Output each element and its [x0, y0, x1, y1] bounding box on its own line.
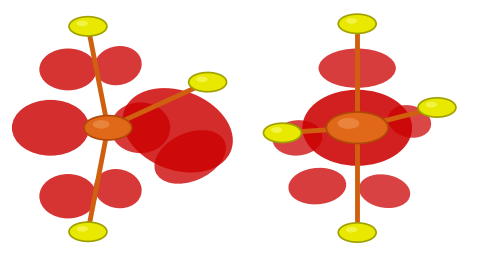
Ellipse shape: [288, 168, 346, 204]
Ellipse shape: [122, 89, 233, 173]
Ellipse shape: [12, 101, 89, 156]
Circle shape: [346, 227, 357, 233]
Ellipse shape: [318, 49, 396, 88]
Circle shape: [426, 102, 437, 108]
Ellipse shape: [272, 121, 322, 156]
Circle shape: [418, 99, 456, 118]
Circle shape: [338, 223, 376, 242]
Circle shape: [93, 121, 110, 129]
Ellipse shape: [40, 49, 96, 91]
Ellipse shape: [302, 90, 412, 166]
Circle shape: [69, 222, 107, 242]
Circle shape: [196, 77, 207, 83]
Circle shape: [69, 18, 107, 37]
Circle shape: [264, 124, 302, 143]
Circle shape: [76, 21, 88, 27]
Circle shape: [188, 73, 226, 92]
Ellipse shape: [110, 103, 170, 153]
Circle shape: [338, 15, 376, 34]
Circle shape: [84, 116, 132, 140]
Ellipse shape: [388, 106, 431, 138]
Circle shape: [326, 113, 388, 144]
Ellipse shape: [94, 169, 142, 209]
Circle shape: [271, 128, 282, 133]
Ellipse shape: [359, 175, 410, 208]
Circle shape: [76, 226, 88, 232]
Circle shape: [338, 118, 359, 129]
Ellipse shape: [40, 174, 96, 219]
Ellipse shape: [154, 131, 226, 184]
Circle shape: [346, 19, 357, 25]
Ellipse shape: [94, 47, 142, 86]
